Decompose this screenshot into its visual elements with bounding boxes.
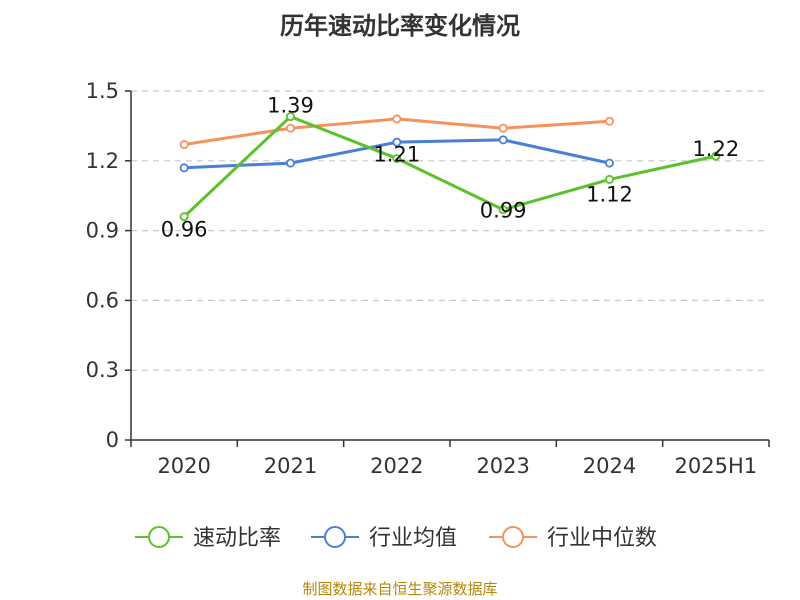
data-point [711,151,721,161]
data-point [179,163,189,173]
source-note: 制图数据来自恒生聚源数据库 [302,580,497,598]
x-tick-label: 2020 [157,454,210,478]
data-point [285,123,295,133]
data-point [605,158,615,168]
x-tick-label: 2024 [583,454,636,478]
data-point [179,212,189,222]
x-tick-label: 2022 [370,454,423,478]
data-point [498,123,508,133]
data-labels: 0.96 1.39 1.21 0.99 1.12 1.22 [161,94,739,242]
x-tick-label: 2021 [264,454,317,478]
legend-label: 速动比率 [193,526,281,551]
data-label: 1.21 [373,142,420,166]
legend: 速动比率 行业均值 行业中位数 [135,526,657,551]
data-point [605,174,615,184]
y-tick-label: 1.2 [86,149,119,173]
legend-marker [502,526,524,548]
data-label: 1.39 [267,94,314,118]
data-point [285,158,295,168]
data-point [605,116,615,126]
y-tick-label: 1.5 [86,79,119,103]
data-point [179,140,189,150]
data-point [285,112,295,122]
x-tick-label: 2025H1 [675,454,758,478]
legend-marker [324,526,346,548]
data-label: 0.99 [480,199,527,223]
series-line-0 [183,115,717,218]
data-point [392,153,402,163]
y-tick-label: 0.3 [86,358,119,382]
data-point [498,135,508,145]
legend-label: 行业均值 [369,526,457,551]
x-tick-label: 2023 [476,454,529,478]
y-tick-label: 0.9 [86,219,119,243]
legend-label: 行业中位数 [547,526,657,551]
data-label: 0.96 [161,218,208,242]
series-group [179,112,721,222]
legend-marker [148,526,170,548]
chart-title: 历年速动比率变化情况 [280,12,520,40]
y-tick-label: 0 [106,428,119,452]
axes: 0 0.3 0.6 0.9 1.2 1.5 2020 2021 2022 2023 2024 2025… [86,79,770,478]
data-label: 1.12 [586,182,633,206]
grid [131,90,769,371]
data-point [392,114,402,124]
data-label: 1.22 [692,137,739,161]
data-point [498,205,508,215]
y-tick-label: 0.6 [86,288,119,312]
data-point [392,137,402,147]
